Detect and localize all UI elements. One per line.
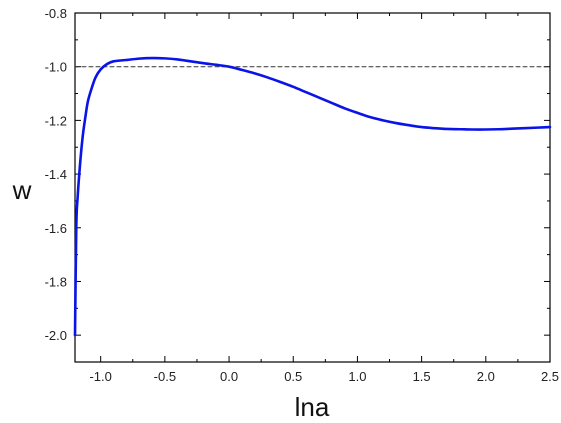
y-tick-label: -1.2 bbox=[45, 113, 67, 128]
x-tick-label: 2.5 bbox=[541, 369, 559, 384]
y-tick-label: -1.0 bbox=[45, 60, 67, 75]
x-tick-label: 1.5 bbox=[413, 369, 431, 384]
x-axis-label: lna bbox=[295, 392, 330, 422]
series-line bbox=[73, 56, 552, 337]
plot-frame bbox=[74, 12, 551, 363]
y-tick-label: -1.4 bbox=[45, 167, 67, 182]
x-tick-label: 0.5 bbox=[284, 369, 302, 384]
x-tick-label: -0.5 bbox=[154, 369, 176, 384]
y-tick-label: -1.8 bbox=[45, 274, 67, 289]
x-tick-label: 0.0 bbox=[220, 369, 238, 384]
x-tick-label: 2.0 bbox=[477, 369, 495, 384]
series-layer bbox=[73, 56, 552, 337]
tick-labels: -1.0 -0.5 0.0 0.5 1.0 1.5 2.0 2.5 -2.0 -1.8 -1.6 -1… bbox=[45, 6, 559, 384]
y-tick-label: -0.8 bbox=[45, 6, 67, 21]
y-tick-label: -1.6 bbox=[45, 221, 67, 236]
x-tick-label: 1.0 bbox=[348, 369, 366, 384]
y-tick-label: -2.0 bbox=[45, 328, 67, 343]
x-tick-label: -1.0 bbox=[89, 369, 111, 384]
ticks bbox=[75, 12, 551, 363]
y-axis-label: w bbox=[12, 175, 32, 205]
